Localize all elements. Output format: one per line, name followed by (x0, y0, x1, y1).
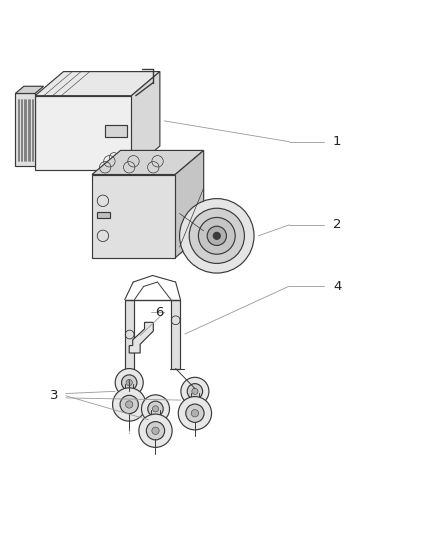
Circle shape (120, 395, 138, 414)
Circle shape (126, 401, 133, 408)
Polygon shape (92, 150, 204, 174)
Circle shape (207, 226, 226, 246)
Text: 3: 3 (50, 389, 59, 402)
Polygon shape (35, 71, 160, 96)
Circle shape (186, 404, 204, 422)
Circle shape (191, 409, 198, 417)
Polygon shape (171, 300, 180, 368)
Circle shape (113, 388, 146, 421)
Text: 2: 2 (333, 219, 341, 231)
Circle shape (198, 217, 235, 254)
Circle shape (121, 375, 137, 390)
Polygon shape (105, 125, 127, 136)
Circle shape (148, 401, 163, 417)
Circle shape (141, 395, 170, 423)
Polygon shape (129, 322, 153, 353)
Circle shape (139, 414, 172, 447)
Polygon shape (97, 212, 110, 219)
Polygon shape (35, 96, 131, 170)
Polygon shape (92, 174, 175, 258)
Polygon shape (175, 150, 204, 258)
Circle shape (189, 208, 244, 263)
Circle shape (180, 199, 254, 273)
Text: 6: 6 (155, 306, 164, 319)
Circle shape (152, 427, 159, 434)
Circle shape (126, 379, 132, 386)
Text: 1: 1 (333, 135, 341, 148)
Polygon shape (15, 93, 35, 166)
Circle shape (192, 388, 198, 394)
Text: 4: 4 (333, 280, 341, 293)
Circle shape (115, 368, 143, 397)
Polygon shape (125, 300, 134, 392)
Circle shape (178, 397, 212, 430)
Circle shape (152, 406, 159, 412)
Polygon shape (131, 71, 160, 170)
Circle shape (181, 377, 209, 405)
Circle shape (187, 384, 203, 399)
Circle shape (146, 422, 165, 440)
Polygon shape (15, 86, 44, 93)
Circle shape (213, 232, 220, 239)
